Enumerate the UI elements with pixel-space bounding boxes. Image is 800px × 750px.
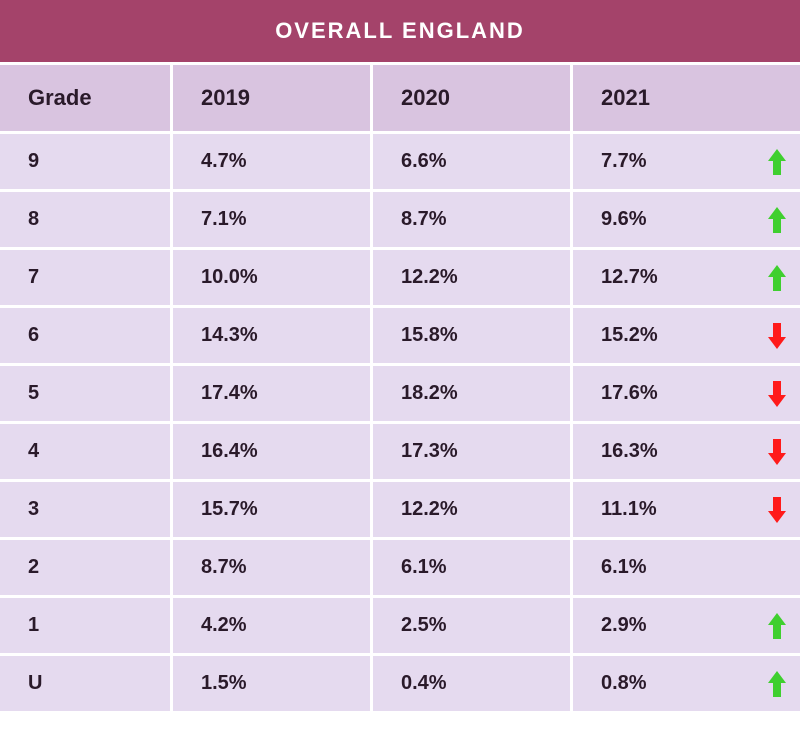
table-row: 710.0%12.2%12.7% bbox=[0, 247, 800, 305]
cell-2019: 15.7% bbox=[170, 482, 370, 537]
col-header-2020: 2020 bbox=[370, 62, 570, 131]
trend-down-icon bbox=[768, 323, 786, 349]
table-title: OVERALL ENGLAND bbox=[0, 0, 800, 62]
cell-2021: 16.3% bbox=[570, 424, 800, 479]
cell-2020: 8.7% bbox=[370, 192, 570, 247]
cell-2021: 6.1% bbox=[570, 540, 800, 595]
table-row: U1.5%0.4%0.8% bbox=[0, 653, 800, 711]
table-row: 94.7%6.6%7.7% bbox=[0, 131, 800, 189]
cell-grade: U bbox=[0, 656, 170, 711]
table-body: 94.7%6.6%7.7%87.1%8.7%9.6%710.0%12.2%12.… bbox=[0, 131, 800, 711]
table-row: 87.1%8.7%9.6% bbox=[0, 189, 800, 247]
cell-grade: 2 bbox=[0, 540, 170, 595]
cell-grade: 9 bbox=[0, 134, 170, 189]
cell-2020: 17.3% bbox=[370, 424, 570, 479]
trend-up-icon bbox=[768, 149, 786, 175]
cell-2019: 16.4% bbox=[170, 424, 370, 479]
col-header-2021: 2021 bbox=[570, 62, 800, 131]
cell-2021: 2.9% bbox=[570, 598, 800, 653]
col-header-2019: 2019 bbox=[170, 62, 370, 131]
cell-2020: 6.1% bbox=[370, 540, 570, 595]
cell-2021: 17.6% bbox=[570, 366, 800, 421]
cell-2020: 6.6% bbox=[370, 134, 570, 189]
cell-grade: 8 bbox=[0, 192, 170, 247]
cell-2021: 7.7% bbox=[570, 134, 800, 189]
cell-2021: 9.6% bbox=[570, 192, 800, 247]
trend-up-icon bbox=[768, 207, 786, 233]
cell-grade: 6 bbox=[0, 308, 170, 363]
table-row: 517.4%18.2%17.6% bbox=[0, 363, 800, 421]
trend-down-icon bbox=[768, 439, 786, 465]
table-row: 14.2%2.5%2.9% bbox=[0, 595, 800, 653]
cell-2020: 12.2% bbox=[370, 482, 570, 537]
cell-2019: 4.7% bbox=[170, 134, 370, 189]
cell-2019: 14.3% bbox=[170, 308, 370, 363]
trend-down-icon bbox=[768, 497, 786, 523]
cell-2019: 8.7% bbox=[170, 540, 370, 595]
col-header-grade: Grade bbox=[0, 62, 170, 131]
table-row: 28.7%6.1%6.1% bbox=[0, 537, 800, 595]
cell-grade: 1 bbox=[0, 598, 170, 653]
cell-2019: 17.4% bbox=[170, 366, 370, 421]
cell-2019: 4.2% bbox=[170, 598, 370, 653]
cell-2019: 7.1% bbox=[170, 192, 370, 247]
cell-2019: 10.0% bbox=[170, 250, 370, 305]
cell-grade: 3 bbox=[0, 482, 170, 537]
trend-down-icon bbox=[768, 381, 786, 407]
cell-2021: 15.2% bbox=[570, 308, 800, 363]
cell-2020: 18.2% bbox=[370, 366, 570, 421]
cell-2019: 1.5% bbox=[170, 656, 370, 711]
table-container: OVERALL ENGLAND Grade 2019 2020 2021 94.… bbox=[0, 0, 800, 711]
cell-2020: 0.4% bbox=[370, 656, 570, 711]
cell-2020: 2.5% bbox=[370, 598, 570, 653]
cell-2021: 12.7% bbox=[570, 250, 800, 305]
cell-grade: 5 bbox=[0, 366, 170, 421]
trend-up-icon bbox=[768, 265, 786, 291]
cell-2020: 12.2% bbox=[370, 250, 570, 305]
cell-2021: 11.1% bbox=[570, 482, 800, 537]
table-row: 315.7%12.2%11.1% bbox=[0, 479, 800, 537]
cell-2020: 15.8% bbox=[370, 308, 570, 363]
trend-up-icon bbox=[768, 613, 786, 639]
table-header-row: Grade 2019 2020 2021 bbox=[0, 62, 800, 131]
cell-grade: 7 bbox=[0, 250, 170, 305]
cell-grade: 4 bbox=[0, 424, 170, 479]
trend-up-icon bbox=[768, 671, 786, 697]
table-row: 614.3%15.8%15.2% bbox=[0, 305, 800, 363]
table-row: 416.4%17.3%16.3% bbox=[0, 421, 800, 479]
cell-2021: 0.8% bbox=[570, 656, 800, 711]
